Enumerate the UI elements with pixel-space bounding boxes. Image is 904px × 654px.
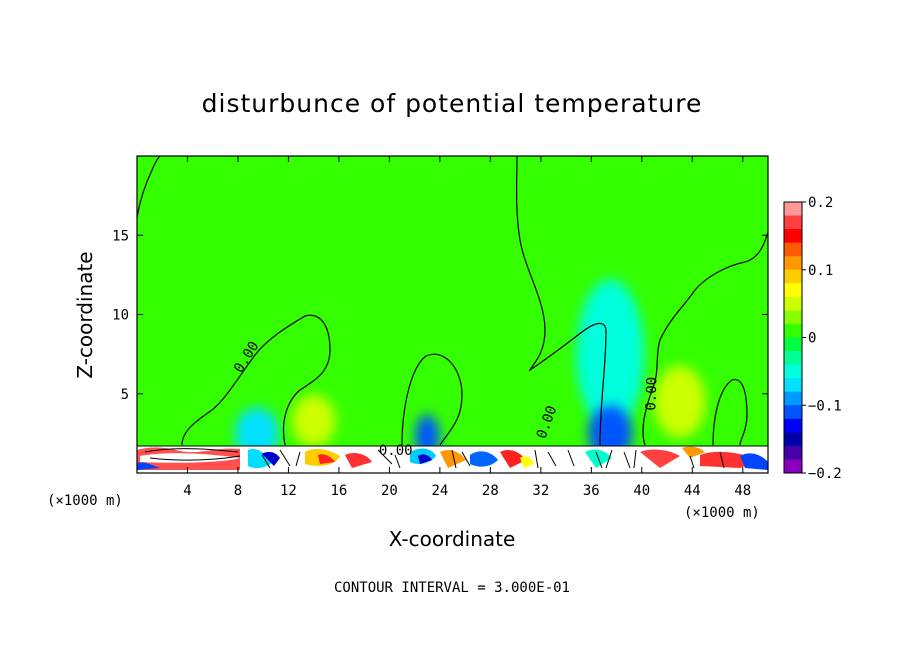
colorbar-swatch <box>784 283 802 298</box>
x-tick-label: 8 <box>234 483 242 499</box>
y-tick-label: 5 <box>121 387 129 403</box>
x-tick-label: 28 <box>482 483 499 499</box>
colorbar-swatch <box>784 323 802 338</box>
colorbar-swatch <box>784 256 802 271</box>
chart-title: disturbunce of potential temperature <box>202 89 703 118</box>
colorbar-swatch <box>784 405 802 420</box>
colorbar-ticks: 0.2 0.1 0 −0.1 −0.2 <box>802 195 842 482</box>
colorbar-swatch <box>784 351 802 366</box>
colorbar-tick-label: 0.1 <box>808 263 833 279</box>
colorbar-swatch <box>784 296 802 311</box>
colorbar-swatch <box>784 337 802 352</box>
colorbar-swatch <box>784 242 802 257</box>
colorbar-swatch <box>784 445 802 460</box>
x-tick-label: 44 <box>684 483 701 499</box>
colorbar-tick-label: −0.2 <box>808 466 842 482</box>
x-tick-label: 24 <box>431 483 448 499</box>
x-tick-label: 16 <box>330 483 347 499</box>
colorbar-swatch <box>784 310 802 325</box>
contour-label: 0.00 <box>643 377 660 411</box>
surface-layer <box>137 445 768 473</box>
x-tick-label: 40 <box>633 483 650 499</box>
colorbar-swatch <box>784 418 802 433</box>
colorbar <box>783 201 803 474</box>
y-tick-label: 10 <box>112 308 129 324</box>
x-tick-label: 48 <box>734 483 751 499</box>
colorbar-tick-label: 0 <box>808 331 816 347</box>
y-axis-label: Z-coordinate <box>73 251 97 378</box>
colorbar-swatch <box>784 378 802 393</box>
x-tick-label: 32 <box>532 483 549 499</box>
colorbar-swatch <box>784 391 802 406</box>
x-unit-right: (×1000 m) <box>684 505 760 521</box>
colorbar-swatch <box>784 364 802 379</box>
field-feature <box>291 394 336 447</box>
colorbar-swatch <box>784 459 802 474</box>
colorbar-swatch <box>784 215 802 230</box>
colorbar-swatch <box>784 269 802 284</box>
y-axis-ticks: 5 10 15 <box>112 228 768 403</box>
x-unit-left: (×1000 m) <box>47 493 123 509</box>
colorbar-swatch <box>784 202 802 217</box>
x-tick-label: 20 <box>381 483 398 499</box>
colorbar-swatch <box>784 432 802 447</box>
x-tick-label: 12 <box>280 483 297 499</box>
x-axis-ticks: 4 8 12 16 20 24 28 32 36 40 44 48 <box>183 156 751 499</box>
colorbar-tick-label: −0.1 <box>808 398 842 414</box>
contour-label: 0.00 <box>379 443 413 459</box>
x-axis-label: X-coordinate <box>389 527 516 551</box>
y-tick-label: 15 <box>112 228 129 244</box>
x-tick-label: 36 <box>583 483 600 499</box>
field-feature <box>576 279 645 430</box>
plot-area <box>137 156 768 473</box>
zero-contours <box>137 156 768 446</box>
colorbar-tick-label: 0.2 <box>808 195 833 211</box>
field-feature <box>653 365 706 438</box>
colorbar-swatch <box>784 229 802 244</box>
x-tick-label: 4 <box>183 483 191 499</box>
contour-interval: CONTOUR INTERVAL = 3.000E-01 <box>334 580 570 596</box>
